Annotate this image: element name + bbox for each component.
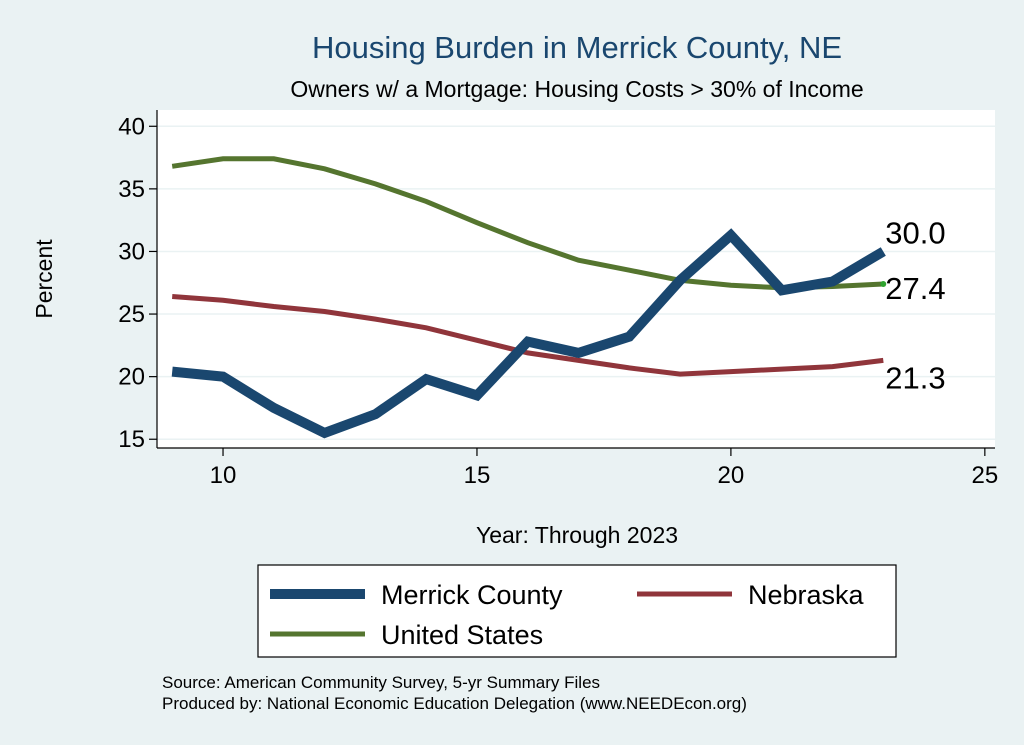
- gridlines: [157, 125, 995, 440]
- axis-ticks: 15 20 25 30 35 40 10 15 20 25: [118, 113, 998, 489]
- legend: Merrick County Nebraska United States: [270, 580, 865, 650]
- series-line-nebraska: [172, 294, 884, 377]
- plot-area: [157, 110, 995, 448]
- legend-box: [257, 564, 897, 658]
- x-tick-label: 15: [464, 462, 491, 489]
- end-label-nebraska: 21.3: [885, 360, 945, 395]
- x-tick-label: 20: [718, 462, 745, 489]
- us-end-point: [880, 281, 887, 288]
- y-tick-label: 35: [118, 176, 145, 203]
- end-labels: 30.0 21.3 27.4: [885, 215, 945, 395]
- y-tick-label: 30: [118, 238, 145, 265]
- y-axis-title: Percent: [31, 239, 57, 319]
- end-label-united-states: 27.4: [885, 271, 945, 306]
- x-axis-title: Year: Through 2023: [476, 522, 678, 548]
- y-tick-label: 15: [118, 426, 145, 453]
- series-line-united-states: [171, 156, 884, 291]
- legend-label-nebraska: Nebraska: [748, 580, 865, 610]
- series-lines: [171, 156, 887, 439]
- y-tick-label: 40: [118, 113, 145, 140]
- producer-note: Produced by: National Economic Education…: [162, 694, 747, 713]
- source-note: Source: American Community Survey, 5-yr …: [162, 673, 600, 692]
- y-tick-label: 20: [118, 364, 145, 391]
- legend-label-united-states: United States: [381, 620, 543, 650]
- legend-label-merrick-county: Merrick County: [381, 580, 563, 610]
- chart-title: Housing Burden in Merrick County, NE: [312, 30, 842, 65]
- y-tick-label: 25: [118, 301, 145, 328]
- chart-subtitle: Owners w/ a Mortgage: Housing Costs > 30…: [290, 76, 863, 102]
- series-line-merrick-county: [171, 228, 886, 439]
- x-tick-label: 25: [971, 462, 998, 489]
- end-label-merrick-county: 30.0: [885, 215, 945, 250]
- x-tick-label: 10: [210, 462, 237, 489]
